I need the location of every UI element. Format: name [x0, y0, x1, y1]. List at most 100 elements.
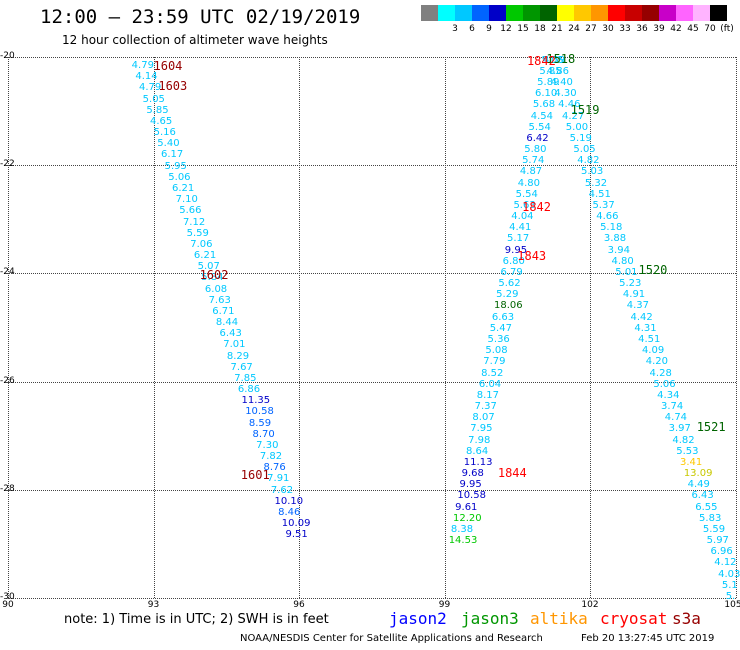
longitude-label: 102 [581, 600, 599, 610]
wave-height-value: 5.08 [485, 345, 508, 357]
wave-height-value: 4.27 [561, 110, 585, 122]
latitude-gridline [8, 381, 736, 383]
page-subtitle: 12 hour collection of altimeter wave hei… [62, 33, 328, 47]
wave-height-value: 4.82 [672, 434, 695, 446]
scale-swatch [472, 5, 489, 21]
longitude-label: 99 [438, 600, 451, 610]
wave-height-value: 12.20 [453, 512, 482, 524]
wave-height-value: 9.95 [459, 479, 482, 491]
scale-swatch [659, 5, 676, 21]
wave-height-value: 4.46 [558, 99, 581, 111]
wave-height-value: 5.03 [581, 166, 604, 178]
wave-height-value: 7.12 [182, 216, 206, 228]
satellite-legend-item: altika [530, 609, 588, 628]
wave-height-value: 8.70 [252, 428, 275, 440]
wave-height-value: 4.91 [622, 289, 646, 301]
scale-swatch [523, 5, 540, 21]
wave-height-value: 10.58 [457, 490, 486, 502]
wave-height-value: 13.09 [683, 468, 713, 480]
latitude-label: -30 [0, 592, 15, 602]
wave-height-value: 7.91 [267, 473, 290, 485]
scale-label: (ft) [720, 24, 734, 34]
wave-height-value: 3.41 [680, 456, 703, 468]
wave-height-value: 4.37 [626, 300, 649, 312]
scale-label: 15 [517, 24, 529, 34]
wave-height-value: 7.98 [468, 434, 491, 446]
wave-height-value: 5.97 [706, 535, 729, 547]
wave-height-value: 5.80 [524, 144, 547, 156]
scale-swatch [642, 5, 659, 21]
wave-height-value: 5.40 [157, 138, 180, 150]
wave-height-value: 5.18 [600, 222, 623, 234]
wave-height-value: 5.89 [537, 77, 560, 89]
wave-height-value: 6.96 [710, 546, 733, 558]
longitude-gridline [590, 57, 591, 598]
wave-height-value: 6.04 [478, 378, 502, 390]
wave-height-value: 5.85 [539, 65, 562, 77]
scale-label: 9 [486, 24, 492, 34]
wave-height-value: 7.82 [259, 451, 283, 463]
wave-height-value: 7.62 [270, 484, 294, 496]
wave-height-value: 4.51 [638, 333, 661, 345]
longitude-gridline [8, 57, 9, 598]
wave-height-value: 5.47 [489, 322, 512, 334]
wave-height-value: 5.06 [168, 171, 191, 183]
latitude-label: -24 [0, 267, 15, 278]
scale-swatch [608, 5, 625, 21]
wave-height-value: 5.83 [699, 512, 722, 524]
wave-height-value: 4.51 [588, 188, 611, 200]
credit-line: NOAA/NESDIS Center for Satellite Applica… [240, 633, 543, 644]
wave-height-value: 5.95 [164, 160, 187, 172]
wave-height-value: 6.42 [526, 132, 549, 144]
wave-height-value: 4.87 [519, 166, 543, 178]
wave-height-value: 5.66 [179, 205, 202, 217]
wave-height-value: 5.06 [653, 378, 676, 390]
wave-height-value: 5.01 [615, 266, 638, 278]
wave-height-value: 3.74 [660, 401, 684, 413]
latitude-gridline [8, 273, 736, 275]
pass-time-label: 1520 [638, 262, 668, 277]
wave-height-value: 4.80 [611, 255, 634, 267]
scale-swatch [557, 5, 574, 21]
scale-label: 39 [653, 24, 665, 34]
scale-label: 27 [585, 24, 597, 34]
wave-height-value: 7.85 [234, 372, 257, 384]
wave-height-value: 4.31 [634, 322, 657, 334]
pass-time-label: 1844 [497, 465, 527, 480]
longitude-gridline [299, 57, 300, 598]
scale-label: 24 [568, 24, 580, 34]
longitude-gridline [153, 57, 155, 598]
wave-height-value: 6.43 [219, 328, 242, 340]
wave-height-value: 10.58 [245, 406, 274, 418]
longitude-label: 90 [2, 600, 14, 610]
wave-height-value: 6.21 [171, 183, 195, 194]
wave-height-value: 8.64 [465, 445, 489, 457]
scale-label: 18 [534, 24, 546, 34]
latitude-gridline [8, 57, 736, 58]
pass-time-label: 1518 [546, 51, 576, 66]
wave-height-value: 4.54 [530, 110, 553, 122]
longitude-gridline [444, 57, 446, 598]
wave-height-value: 8.29 [226, 350, 250, 362]
wave-height-value: 6.63 [491, 311, 515, 323]
longitude-gridline [735, 57, 737, 598]
latitude-label: -26 [0, 375, 15, 386]
scale-swatch [693, 5, 710, 21]
wave-height-value: 5.32 [584, 177, 608, 189]
wave-height-value: 8.38 [450, 523, 474, 535]
wave-height-value: 6.55 [695, 501, 718, 513]
satellite-legend-item: s3a [672, 609, 701, 628]
scale-swatch [421, 5, 438, 21]
footer-note: note: 1) Time is in UTC; 2) SWH is in fe… [64, 612, 329, 627]
wave-height-value: 4.09 [641, 345, 665, 357]
wave-height-value: 4.65 [149, 115, 173, 127]
wave-height-value: 5.54 [515, 188, 538, 200]
wave-height-value: 5.05 [142, 93, 165, 105]
wave-height-value: 5.17 [506, 233, 530, 245]
longitude-label: 96 [293, 600, 305, 610]
wave-height-value: 5.29 [496, 289, 519, 301]
wave-height-value: 8.17 [476, 389, 500, 401]
wave-height-value: 5.1 [721, 579, 738, 591]
longitude-label: 105 [724, 600, 740, 610]
wave-height-value: 9.68 [461, 468, 484, 480]
